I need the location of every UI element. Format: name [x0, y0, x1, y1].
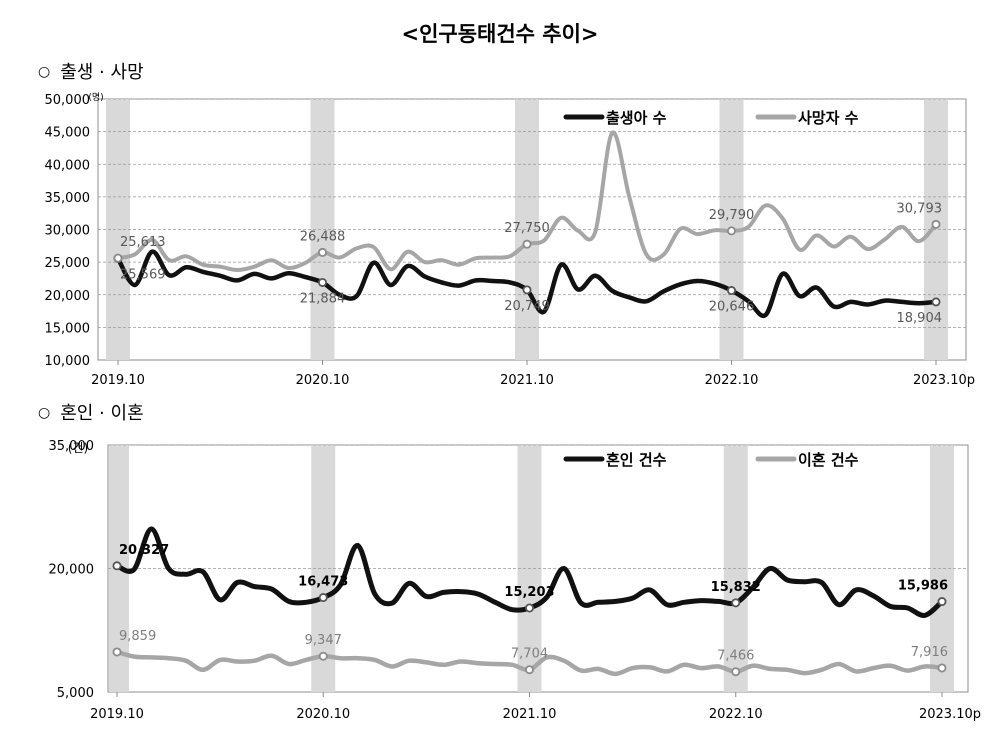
- data-label: 7,466: [717, 649, 754, 664]
- data-marker: [112, 561, 122, 571]
- data-marker: [525, 665, 535, 675]
- data-label: 18,904: [897, 311, 943, 326]
- y-tick-label: 40,000: [45, 158, 91, 173]
- data-marker: [522, 285, 532, 295]
- data-marker: [525, 603, 535, 613]
- y-tick-label: 25,000: [45, 256, 91, 271]
- data-marker: [937, 597, 947, 607]
- data-label: 20,327: [119, 543, 169, 558]
- x-tick-label: 2021.10: [503, 707, 557, 722]
- page-title: <인구동태건수 추이>: [401, 22, 599, 46]
- data-label: 15,203: [504, 585, 554, 600]
- chart-births-deaths: 10,000 15,000 20,000 25,000 30,000 35,000 40,0…: [45, 92, 976, 388]
- data-label: 25,569: [120, 267, 166, 282]
- x-tick-label: 2022.10: [709, 707, 763, 722]
- x-tick-label: 2023.10p: [919, 707, 981, 722]
- legend-label: 혼인 건수: [606, 451, 667, 469]
- data-label: 7,704: [511, 647, 548, 662]
- data-marker: [317, 277, 327, 287]
- data-label: 15,986: [898, 579, 948, 594]
- y-tick-label: 35,000: [45, 191, 91, 206]
- legend-label: 이혼 건수: [798, 451, 859, 469]
- data-label: 21,884: [300, 291, 346, 306]
- y-tick-label: 30,000: [45, 224, 91, 239]
- section-title-text: 출생 · 사망: [60, 62, 144, 83]
- data-label: 9,347: [305, 633, 342, 648]
- data-label: 7,916: [911, 645, 948, 660]
- x-tick-label: 2020.10: [296, 373, 350, 388]
- data-label: 27,750: [504, 221, 550, 236]
- data-marker: [318, 651, 328, 661]
- x-tick-label: 2022.10: [705, 373, 759, 388]
- data-label: 29,790: [709, 208, 755, 223]
- data-label: 30,793: [897, 201, 943, 216]
- bullet-icon: ○: [38, 405, 51, 421]
- data-label: 20,646: [709, 300, 755, 315]
- y-axis-unit: (건): [68, 441, 88, 455]
- x-tick-label: 2023.10p: [913, 373, 975, 388]
- data-marker: [522, 239, 532, 249]
- y-tick-label: 45,000: [45, 126, 91, 141]
- legend-label: 사망자 수: [798, 109, 859, 127]
- data-marker: [318, 593, 328, 603]
- x-tick-label: 2020.10: [296, 707, 350, 722]
- data-label: 15,832: [711, 580, 761, 595]
- data-label: 9,859: [119, 629, 156, 644]
- section-title-text: 혼인 · 이혼: [60, 403, 144, 424]
- section-title-births-deaths: ○ 출생 · 사망: [38, 58, 144, 84]
- y-axis-unit: (명): [88, 92, 103, 103]
- y-tick-label: 50,000: [45, 93, 91, 108]
- data-marker: [727, 286, 737, 296]
- data-label: 26,488: [300, 229, 346, 244]
- bullet-icon: ○: [38, 64, 51, 80]
- y-tick-label: 35,000: [49, 439, 95, 454]
- x-tick-label: 2021.10: [500, 373, 554, 388]
- section-title-marriages-divorces: ○ 혼인 · 이혼: [38, 399, 144, 425]
- chart-marriages-divorces: 5,000 20,000 35,000(건) 2019.10 2020.10 2021.1…: [49, 439, 982, 722]
- y-tick-label: 5,000: [57, 686, 94, 701]
- x-tick-label: 2019.10: [91, 373, 145, 388]
- y-tick-label: 15,000: [45, 321, 91, 336]
- x-tick-label: 2019.10: [90, 707, 144, 722]
- data-marker: [931, 297, 941, 307]
- data-marker: [112, 647, 122, 657]
- data-marker: [731, 598, 741, 608]
- data-marker: [931, 219, 941, 229]
- data-label: 25,613: [120, 235, 166, 250]
- data-marker: [113, 253, 123, 263]
- data-marker: [317, 247, 327, 257]
- y-tick-label: 10,000: [45, 354, 91, 369]
- legend-label: 출생아 수: [606, 109, 667, 127]
- data-label: 16,473: [298, 575, 348, 590]
- data-marker: [731, 667, 741, 677]
- y-tick-label: 20,000: [49, 563, 95, 578]
- y-tick-label: 20,000: [45, 289, 91, 304]
- data-marker: [727, 226, 737, 236]
- data-label: 20,749: [504, 299, 550, 314]
- data-marker: [937, 663, 947, 673]
